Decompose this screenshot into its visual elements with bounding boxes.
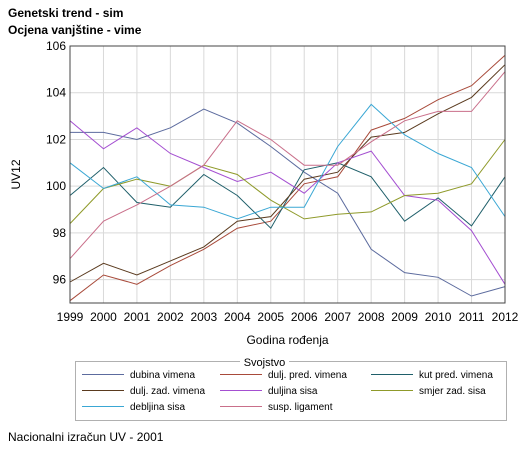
legend-swatch bbox=[371, 389, 413, 391]
legend-item: duljina sisa bbox=[220, 385, 317, 398]
y-axis-label: UV12 bbox=[9, 159, 23, 189]
x-axis-label: Godina rođenja bbox=[246, 333, 328, 347]
x-tick-label: 2012 bbox=[492, 310, 519, 324]
chart-subtitle: Ocjena vanjštine - vime bbox=[8, 23, 142, 37]
legend-label: smjer zad. sisa bbox=[419, 386, 486, 397]
legend-label: dulj. zad. vimena bbox=[130, 386, 206, 397]
legend-swatch bbox=[82, 389, 124, 391]
series-line-kut-pred-vimena bbox=[69, 162, 506, 230]
legend-label: duljina sisa bbox=[268, 386, 318, 397]
series-layer bbox=[69, 54, 506, 302]
legend-swatch bbox=[82, 405, 124, 407]
y-tick-label: 100 bbox=[46, 179, 66, 193]
legend-label: dulj. pred. vimena bbox=[268, 370, 347, 381]
y-tick-label: 102 bbox=[46, 132, 66, 146]
legend-title: Svojstvo bbox=[0, 357, 529, 369]
legend bbox=[75, 361, 507, 421]
tick-labels: 1999 2000 2001 2002 2003 2004 2005 2006 2007 2008… bbox=[46, 39, 519, 324]
legend-swatch bbox=[371, 373, 413, 375]
x-tick-label: 1999 bbox=[57, 310, 84, 324]
y-tick-label: 98 bbox=[53, 226, 67, 240]
legend-item: debljina sisa bbox=[82, 401, 185, 414]
x-tick-label: 2011 bbox=[459, 310, 485, 324]
x-tick-label: 2005 bbox=[257, 310, 284, 324]
series-line-dulj-pred-vimena bbox=[69, 54, 506, 302]
legend-label: susp. ligament bbox=[268, 402, 333, 413]
legend-swatch bbox=[220, 373, 262, 375]
x-tick-label: 2002 bbox=[157, 310, 184, 324]
y-tick-label: 96 bbox=[53, 273, 67, 287]
series-line-susp-ligament bbox=[69, 71, 506, 259]
x-tick-label: 2000 bbox=[90, 310, 117, 324]
y-tick-label: 106 bbox=[46, 39, 66, 53]
legend-item: dulj. zad. vimena bbox=[82, 385, 205, 398]
series-line-dubina-vimena bbox=[70, 108, 506, 297]
series-line-smjer-zad-sisa bbox=[69, 139, 506, 224]
legend-item: kut pred. vimena bbox=[371, 369, 493, 382]
plot-border bbox=[69, 45, 506, 304]
x-tick-label: 2010 bbox=[425, 310, 452, 324]
chart-title: Genetski trend - sim bbox=[8, 6, 124, 20]
footer-note: Nacionalni izračun UV - 2001 bbox=[8, 430, 164, 444]
legend-item: susp. ligament bbox=[220, 401, 332, 414]
legend-item: smjer zad. sisa bbox=[371, 385, 486, 398]
legend-item: dubina vimena bbox=[82, 369, 195, 382]
legend-label: kut pred. vimena bbox=[419, 370, 493, 381]
x-tick-label: 2008 bbox=[358, 310, 385, 324]
series-line-debljina-sisa bbox=[69, 103, 506, 220]
legend-label: dubina vimena bbox=[130, 370, 196, 381]
legend-label: debljina sisa bbox=[130, 402, 186, 413]
legend-item: dulj. pred. vimena bbox=[220, 369, 347, 382]
legend-swatch bbox=[220, 389, 262, 391]
x-tick-label: 2006 bbox=[291, 310, 318, 324]
y-tick-label: 104 bbox=[46, 86, 66, 100]
x-tick-label: 2003 bbox=[190, 310, 217, 324]
x-tick-label: 2001 bbox=[124, 310, 151, 324]
legend-swatch bbox=[82, 373, 124, 375]
plot-area bbox=[70, 46, 505, 303]
x-tick-label: 2007 bbox=[324, 310, 351, 324]
series-line-dulj-zad-vimena bbox=[69, 64, 506, 283]
legend-swatch bbox=[220, 405, 262, 407]
x-tick-label: 2009 bbox=[391, 310, 418, 324]
series-line-duljina-sisa bbox=[69, 120, 506, 285]
x-tick-label: 2004 bbox=[224, 310, 251, 324]
